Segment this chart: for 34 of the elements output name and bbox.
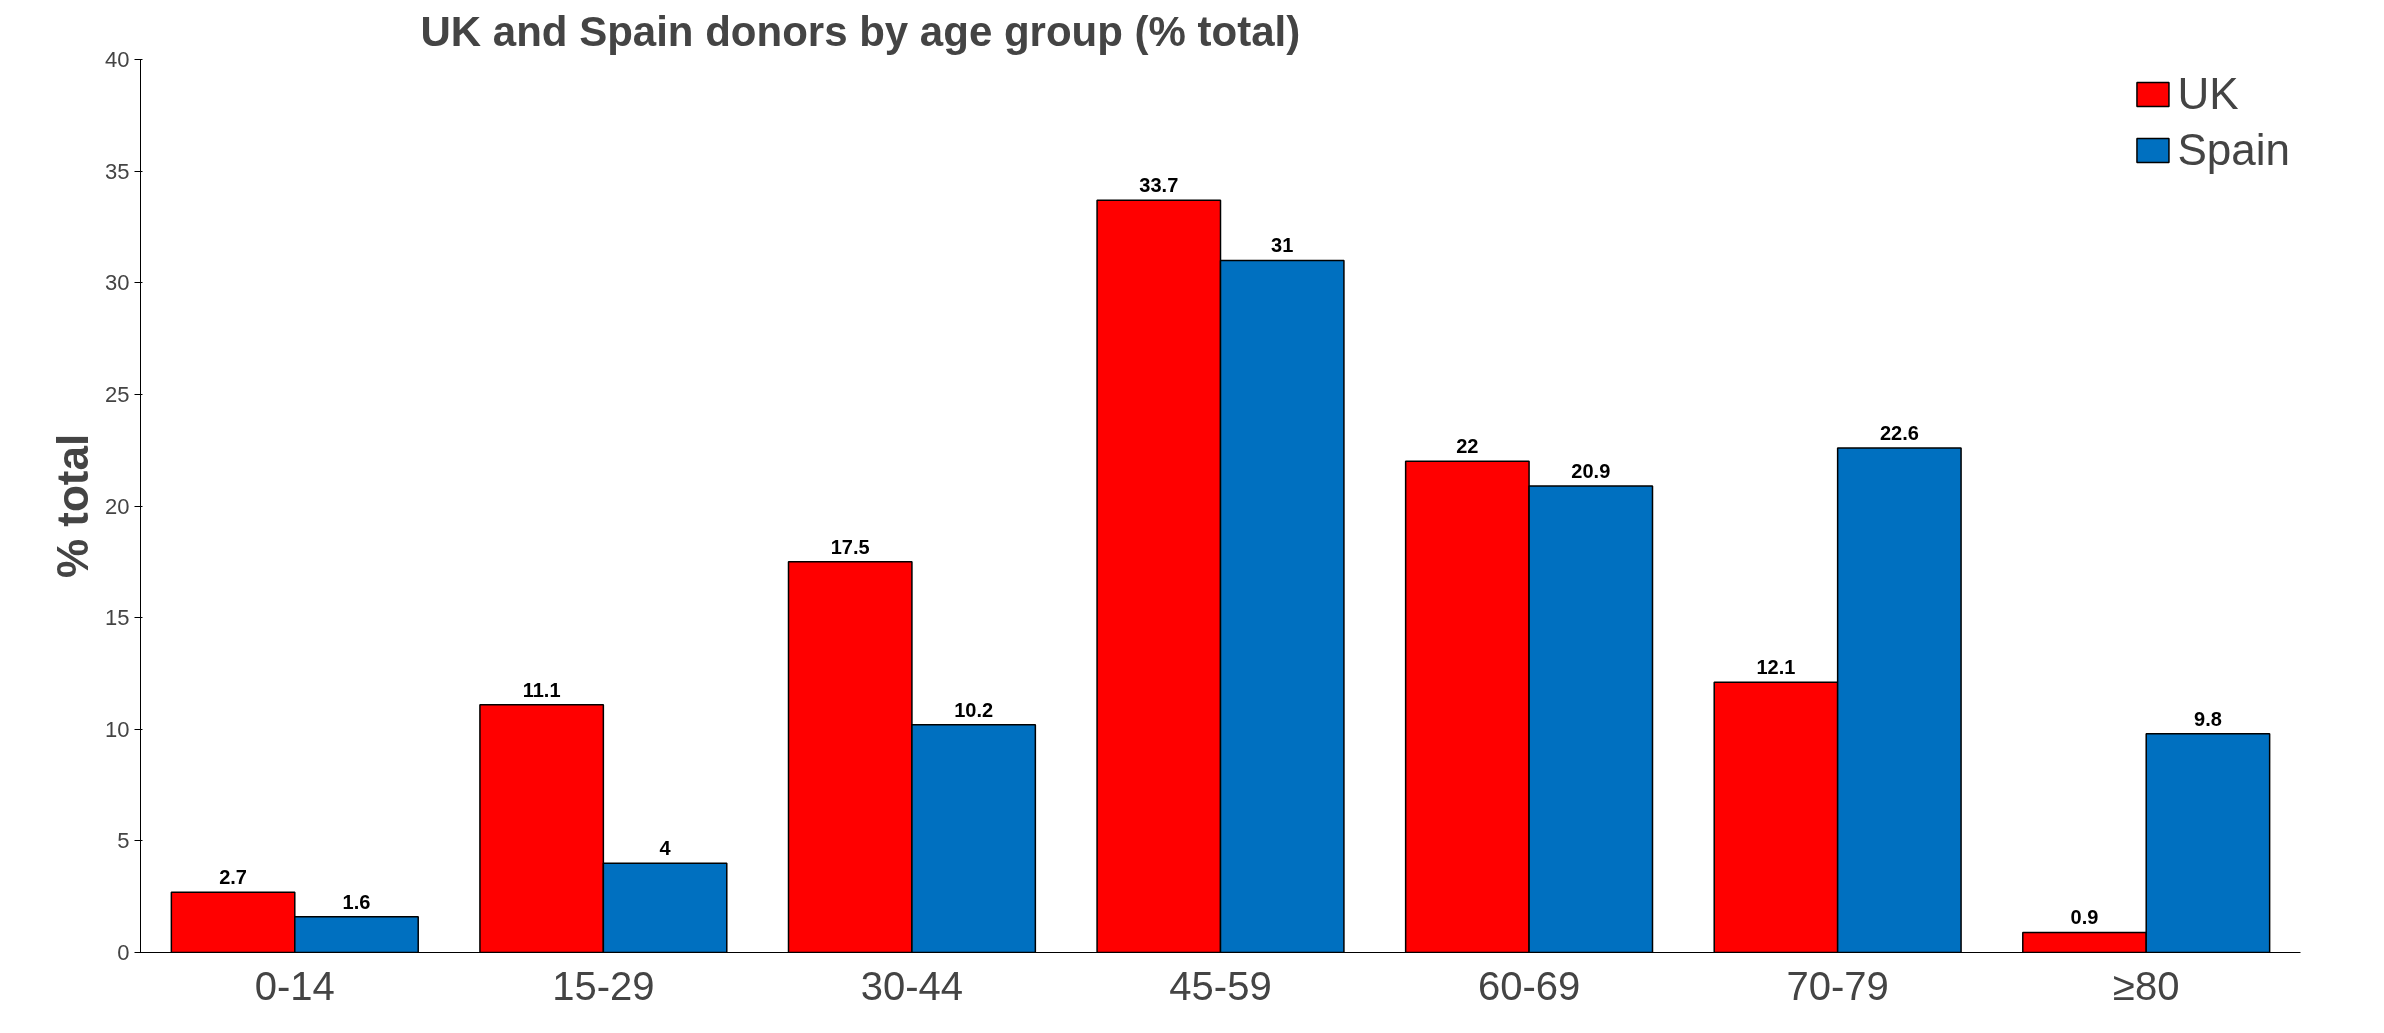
y-tick-label: 15 (105, 605, 130, 631)
data-label: 11.1 (522, 678, 561, 701)
data-label: 0.9 (2070, 906, 2099, 929)
y-tick-label: 25 (105, 381, 130, 407)
y-tick-label: 5 (117, 828, 130, 854)
x-tick-label: 15-29 (552, 963, 655, 1008)
y-tick-label: 35 (105, 158, 130, 184)
x-tick-label: 0-14 (254, 963, 335, 1008)
x-tick-label: 70-79 (1786, 963, 1889, 1008)
data-label: 12.1 (1756, 656, 1796, 679)
chart-title: UK and Spain donors by age group (% total) (420, 7, 1301, 55)
data-label: 31 (1271, 234, 1294, 257)
y-tick-label: 0 (117, 940, 130, 965)
y-tick-label: 10 (105, 716, 130, 742)
y-tick-label: 30 (105, 270, 130, 296)
legend-label: Spain (2177, 125, 2290, 175)
data-label: 17.5 (830, 535, 870, 558)
data-label: 20.9 (1571, 459, 1611, 482)
x-tick-label: 45-59 (1169, 963, 1272, 1008)
x-tick-label: ≥80 (2112, 963, 2180, 1008)
y-tick-label: 40 (105, 47, 130, 72)
data-label: 9.8 (2194, 707, 2222, 730)
y-axis-title: % total (48, 433, 98, 579)
data-label: 22 (1456, 435, 1479, 458)
data-label: 33.7 (1139, 174, 1179, 197)
x-tick-label: 30-44 (860, 963, 964, 1008)
x-tick-label: 60-69 (1477, 963, 1581, 1008)
legend-label: UK (2177, 69, 2239, 119)
data-label: 4 (659, 837, 672, 860)
data-label: 2.7 (219, 866, 247, 889)
y-tick-label: 20 (105, 493, 130, 519)
data-label: 1.6 (342, 890, 371, 913)
data-label: 22.6 (1879, 421, 1919, 444)
data-label: 10.2 (954, 698, 994, 721)
